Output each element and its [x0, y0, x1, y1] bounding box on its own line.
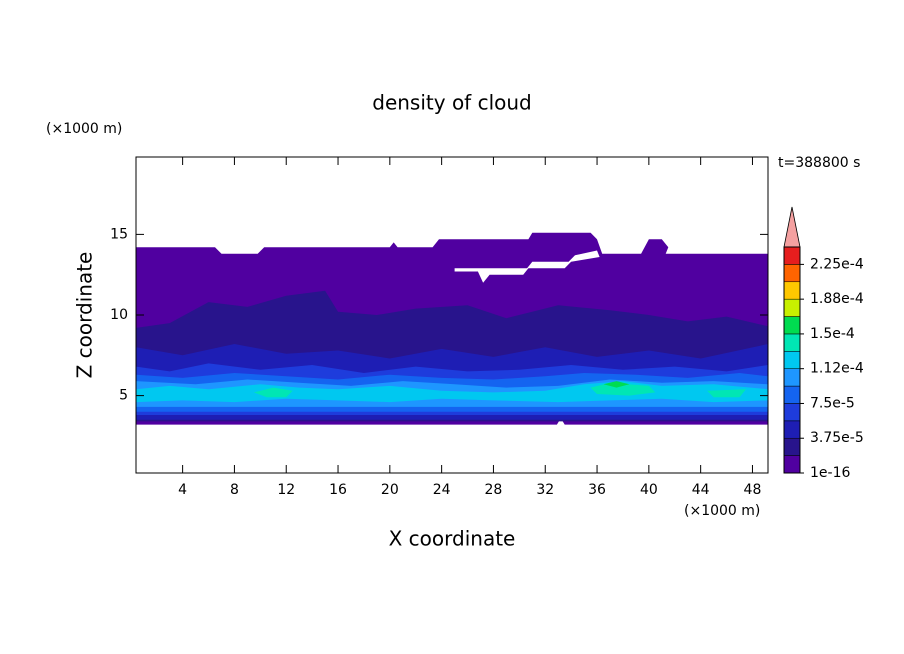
- chart-title: density of cloud: [372, 91, 531, 115]
- colorbar-band: [783, 437, 801, 456]
- colorbar-tick-label: 1e-16: [810, 465, 850, 481]
- colorbar-band: [783, 298, 801, 317]
- colorbar-band: [783, 455, 801, 474]
- x-tick-label: 40: [640, 482, 658, 498]
- contour-field: [136, 232, 768, 425]
- colorbar-frame: [783, 246, 801, 474]
- colorbar-band: [783, 351, 801, 369]
- colorbar-band: [783, 316, 801, 335]
- x-tick-label: 20: [381, 482, 399, 498]
- contour-region: [253, 382, 746, 398]
- colorbar-tick-label: 3.75e-5: [810, 430, 864, 446]
- colorbar-tick-label: 1.5e-4: [810, 326, 855, 342]
- colorbar-tick-label: 7.5e-5: [810, 395, 855, 411]
- colorbar-tick-label: 2.25e-4: [810, 256, 864, 272]
- y-tick-label: 15: [110, 226, 128, 242]
- colorbar-band: [783, 246, 801, 265]
- colorbar-band: [783, 420, 801, 439]
- colorbar-band: [783, 403, 801, 422]
- x-tick-label: 32: [536, 482, 554, 498]
- colorbar-band: [783, 385, 801, 404]
- colorbar-band: [783, 333, 801, 352]
- x-tick-label: 48: [744, 482, 762, 498]
- x-unit: (×1000 m): [684, 503, 760, 519]
- y-axis-label: Z coordinate: [73, 252, 97, 379]
- x-tick-label: 4: [178, 482, 187, 498]
- x-tick-label: 28: [485, 482, 503, 498]
- colorbar-tick-label: 1.88e-4: [810, 291, 864, 307]
- y-tick-label: 5: [119, 388, 128, 404]
- contour-region: [603, 381, 630, 388]
- colorbar-band: [783, 281, 801, 300]
- colorbar-tick-label: 1.12e-4: [810, 361, 864, 377]
- x-tick-label: 16: [329, 482, 347, 498]
- x-axis-label: X coordinate: [389, 527, 516, 551]
- colorbar-extend: [783, 206, 801, 248]
- x-tick-label: 8: [230, 482, 239, 498]
- x-tick-label: 36: [588, 482, 606, 498]
- time-label: t=388800 s: [778, 155, 860, 171]
- y-tick-label: 10: [110, 307, 128, 323]
- colorbar-band: [783, 368, 801, 387]
- x-tick-label: 44: [692, 482, 710, 498]
- x-tick-label: 24: [433, 482, 451, 498]
- x-tick-label: 12: [277, 482, 295, 498]
- y-unit: (×1000 m): [46, 121, 122, 137]
- colorbar-band: [783, 264, 801, 283]
